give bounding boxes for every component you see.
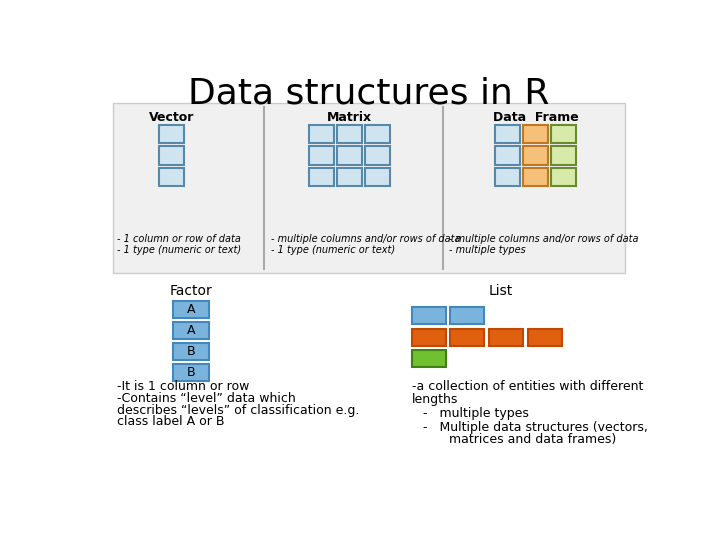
Text: B: B [186, 366, 195, 379]
Bar [451, 307, 485, 325]
Text: - multiple columns and/or rows of data: - multiple columns and/or rows of data [449, 234, 639, 244]
Bar [173, 322, 209, 339]
Text: A: A [186, 303, 195, 316]
Bar [495, 168, 520, 186]
Text: - 1 column or row of data: - 1 column or row of data [117, 234, 241, 244]
Bar [523, 146, 548, 165]
Text: Factor: Factor [169, 284, 212, 298]
Text: -It is 1 column or row: -It is 1 column or row [117, 381, 250, 394]
Bar [412, 307, 446, 325]
Bar [310, 168, 334, 186]
Bar [495, 146, 520, 165]
Text: - 1 type (numeric or text): - 1 type (numeric or text) [271, 245, 395, 255]
Bar [412, 329, 446, 346]
Bar [113, 103, 625, 273]
Bar [523, 168, 548, 186]
Bar [451, 329, 485, 346]
Text: -   Multiple data structures (vectors,: - Multiple data structures (vectors, [423, 421, 648, 434]
Text: - 1 type (numeric or text): - 1 type (numeric or text) [117, 245, 241, 255]
Bar [337, 146, 362, 165]
Bar [365, 146, 390, 165]
Bar [310, 125, 334, 143]
Bar [551, 125, 576, 143]
Bar [173, 301, 209, 318]
Text: Data structures in R: Data structures in R [189, 76, 549, 110]
Text: List: List [489, 284, 513, 298]
Bar [337, 168, 362, 186]
Bar [159, 168, 184, 186]
Bar [489, 329, 523, 346]
Text: - multiple columns and/or rows of data: - multiple columns and/or rows of data [271, 234, 460, 244]
Text: matrices and data frames): matrices and data frames) [433, 433, 616, 446]
Text: describes “levels” of classification e.g.: describes “levels” of classification e.g… [117, 403, 359, 416]
Bar [523, 125, 548, 143]
Bar [365, 168, 390, 186]
Bar [173, 343, 209, 360]
Text: A: A [186, 324, 195, 337]
Text: B: B [186, 345, 195, 357]
Bar [159, 146, 184, 165]
Bar [337, 125, 362, 143]
Bar [310, 146, 334, 165]
Bar [412, 350, 446, 367]
Bar [551, 168, 576, 186]
Text: class label A or B: class label A or B [117, 415, 225, 428]
Bar [528, 329, 562, 346]
Text: Vector: Vector [149, 111, 194, 124]
Bar [173, 363, 209, 381]
Text: -a collection of entities with different: -a collection of entities with different [412, 381, 643, 394]
Text: - multiple types: - multiple types [449, 245, 526, 255]
Text: -Contains “level” data which: -Contains “level” data which [117, 392, 296, 405]
Bar [495, 125, 520, 143]
Text: Data  Frame: Data Frame [492, 111, 578, 124]
Text: Matrix: Matrix [327, 111, 372, 124]
Bar [159, 125, 184, 143]
Text: lengths: lengths [412, 393, 458, 406]
Text: -   multiple types: - multiple types [423, 407, 529, 420]
Bar [551, 146, 576, 165]
Bar [365, 125, 390, 143]
